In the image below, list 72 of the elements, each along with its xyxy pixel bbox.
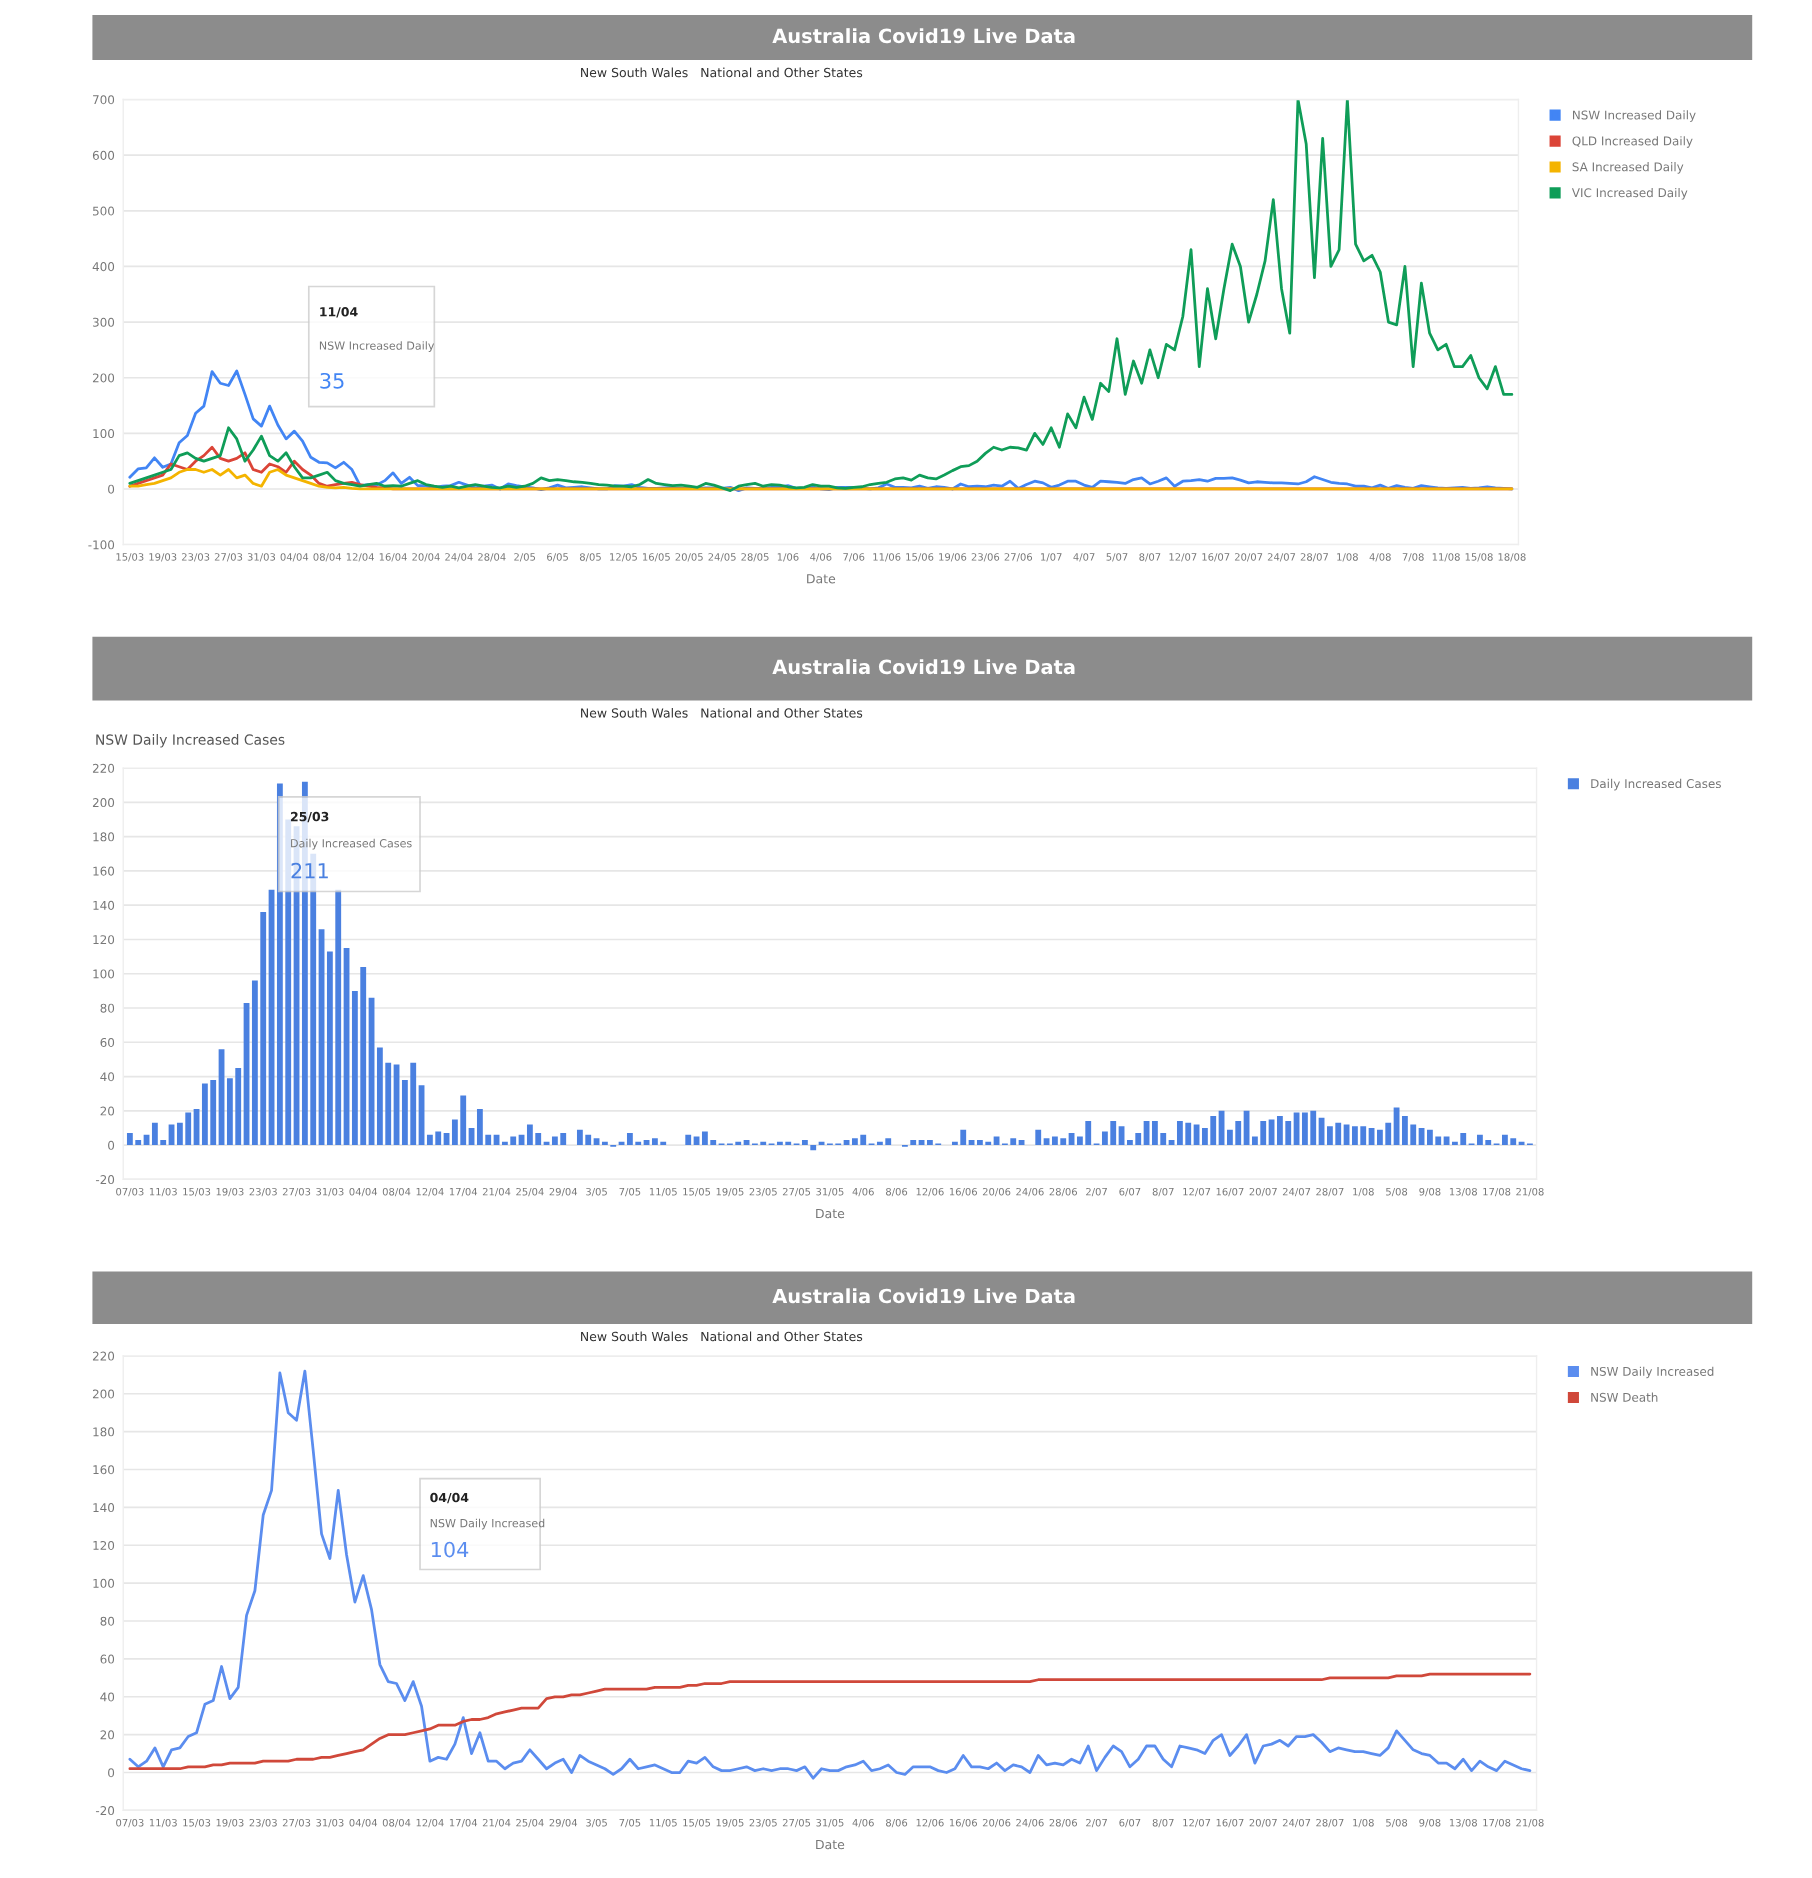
bar: [435, 1131, 442, 1146]
annotation: 211: [291, 862, 328, 879]
line-series: [128, 468, 1514, 491]
bar: [1285, 1121, 1292, 1146]
bar: [1060, 1138, 1067, 1146]
bar: [151, 1122, 158, 1146]
bar: [476, 1109, 483, 1146]
bar: [1326, 1126, 1333, 1146]
bar: [410, 1062, 417, 1146]
bar: [701, 1131, 708, 1146]
bar: [335, 889, 342, 1146]
bar: [560, 1133, 567, 1146]
bar: [576, 1129, 583, 1146]
line-series: [128, 1672, 1532, 1771]
bar: [1051, 1136, 1058, 1146]
bar: [1210, 1115, 1217, 1146]
bar: [126, 1133, 133, 1146]
line-series: [128, 1369, 1532, 1780]
chart-title: Australia Covid19 Live Data: [772, 659, 1075, 675]
line-series: [128, 99, 1514, 493]
bar: [626, 1133, 633, 1146]
bar: [535, 1133, 542, 1146]
bar: [651, 1138, 658, 1146]
bar: [1301, 1112, 1308, 1146]
bar: [1110, 1121, 1117, 1146]
annotation: 35: [320, 372, 344, 389]
bar: [585, 1134, 592, 1146]
bar: [1260, 1121, 1267, 1146]
bar: [1335, 1122, 1342, 1146]
bar: [1010, 1138, 1017, 1146]
bar: [1360, 1126, 1367, 1146]
bar: [1035, 1129, 1042, 1146]
bar: [1460, 1133, 1467, 1146]
bar: [551, 1136, 558, 1146]
bar: [960, 1129, 967, 1146]
bar: [860, 1134, 867, 1146]
bar: [1310, 1110, 1317, 1146]
annotation: 104: [431, 1541, 469, 1558]
bar: [1276, 1115, 1283, 1146]
chart-title: Australia Covid19 Live Data: [772, 28, 1075, 44]
bar: [1185, 1122, 1192, 1146]
bar: [201, 1083, 208, 1146]
bar: [885, 1138, 892, 1146]
bar: [510, 1136, 517, 1146]
bar: [1510, 1138, 1517, 1146]
bar: [926, 1139, 933, 1146]
bar: [910, 1139, 917, 1146]
bar: [185, 1112, 192, 1146]
bar: [460, 1095, 467, 1146]
bar: [526, 1124, 533, 1146]
bar: [1476, 1134, 1483, 1146]
bar: [1501, 1134, 1508, 1146]
bar: [1435, 1136, 1442, 1146]
bar: [801, 1139, 808, 1146]
bar: [135, 1139, 142, 1146]
bar: [1485, 1139, 1492, 1146]
bar: [1351, 1126, 1358, 1146]
line-series: [128, 369, 1514, 493]
bar: [1085, 1121, 1092, 1146]
bar: [685, 1134, 692, 1146]
bar: [360, 966, 367, 1146]
bar: [1426, 1129, 1433, 1146]
bar: [976, 1139, 983, 1146]
bar: [1151, 1121, 1158, 1146]
bar: [1176, 1121, 1183, 1146]
bar: [810, 1145, 817, 1151]
bar: [1376, 1129, 1383, 1146]
bar: [1401, 1115, 1408, 1146]
bar: [1410, 1124, 1417, 1146]
bar: [710, 1139, 717, 1146]
bar: [851, 1138, 858, 1146]
chart-title: Australia Covid19 Live Data: [772, 1288, 1075, 1304]
